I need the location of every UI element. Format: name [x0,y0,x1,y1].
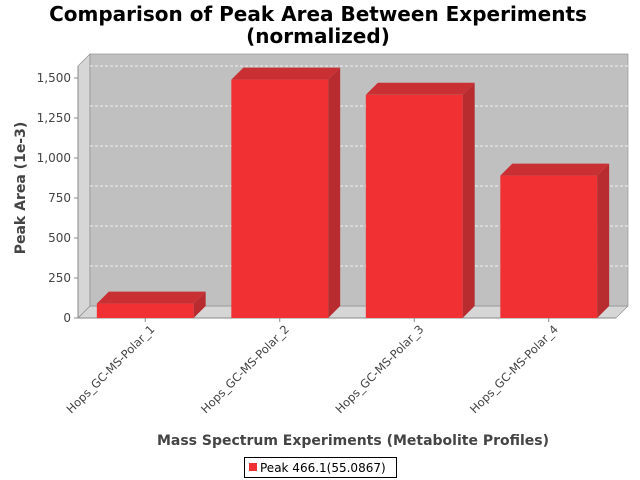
legend-swatch [249,463,257,471]
bar [500,163,610,318]
bar-side [193,291,206,318]
y-tick-label: 500 [48,231,71,245]
x-tick-label: Hops_GC-MS-Polar_1 [63,322,157,416]
bar-top [96,291,206,304]
x-axis: Hops_GC-MS-Polar_1 Hops_GC-MS-Polar_2 Hops… [63,318,561,416]
y-tick-label: 0 [63,311,71,325]
x-axis-title: Mass Spectrum Experiments (Metabolite Pr… [157,433,549,449]
legend: Peak 466.1(55.0867) [244,457,397,478]
y-tick-label: 250 [48,271,71,285]
bar-side [597,163,610,318]
bar [231,67,341,318]
y-tick-label: 1,000 [37,151,71,165]
bar-side [462,82,475,318]
y-tick-label: 1,250 [37,111,71,125]
bar-top [231,67,341,80]
bar-top [500,163,610,176]
bar [365,82,475,318]
bar-top [365,82,475,95]
y-tick-label: 1,500 [37,71,71,85]
x-tick-label: Hops_GC-MS-Polar_2 [198,322,292,416]
y-tick-label: 750 [48,191,71,205]
legend-label: Peak 466.1(55.0867) [260,461,386,475]
legend-box [244,457,397,478]
bar-front [500,175,598,318]
bar-front [231,79,329,318]
bar-front [96,303,194,318]
y-axis: 0 250 500 750 1,000 1,250 1,500 [37,71,78,325]
x-tick-label: Hops_GC-MS-Polar_3 [332,322,426,416]
chart-title-line-2: (normalized) [246,24,390,48]
y-axis-title: Peak Area (1e-3) [13,122,29,255]
bar [96,291,206,318]
bar-side [328,67,341,318]
x-tick-label: Hops_GC-MS-Polar_4 [467,322,561,416]
plot-left-wall [77,53,91,319]
bar-series [96,67,610,318]
chart-title-line-1: Comparison of Peak Area Between Experime… [49,2,587,26]
bar-front [365,94,463,318]
